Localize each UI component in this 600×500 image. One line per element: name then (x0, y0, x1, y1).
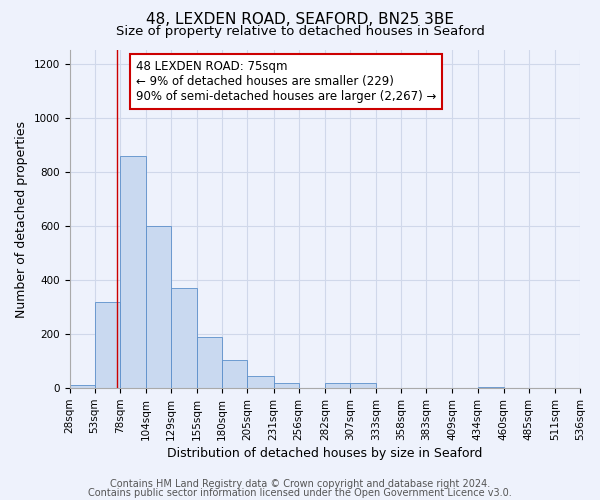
Bar (171, 288, 197, 388)
Bar (325, 383, 350, 388)
Bar (197, 338, 222, 388)
X-axis label: Distribution of detached houses by size in Seaford: Distribution of detached houses by size … (167, 447, 482, 460)
Bar (70, 384, 95, 388)
Text: Contains HM Land Registry data © Crown copyright and database right 2024.: Contains HM Land Registry data © Crown c… (110, 479, 490, 489)
Bar (478, 387, 503, 388)
Bar (95, 302, 120, 388)
Bar (274, 383, 299, 388)
Text: Size of property relative to detached houses in Seaford: Size of property relative to detached ho… (116, 25, 484, 38)
Text: 48 LEXDEN ROAD: 75sqm
← 9% of detached houses are smaller (229)
90% of semi-deta: 48 LEXDEN ROAD: 75sqm ← 9% of detached h… (136, 60, 436, 103)
Y-axis label: Number of detached properties: Number of detached properties (15, 120, 28, 318)
Bar (146, 226, 171, 388)
Text: 48, LEXDEN ROAD, SEAFORD, BN25 3BE: 48, LEXDEN ROAD, SEAFORD, BN25 3BE (146, 12, 454, 28)
Bar (222, 360, 247, 388)
Bar (247, 376, 274, 388)
Text: Contains public sector information licensed under the Open Government Licence v3: Contains public sector information licen… (88, 488, 512, 498)
Bar (350, 383, 376, 388)
Bar (120, 156, 146, 388)
